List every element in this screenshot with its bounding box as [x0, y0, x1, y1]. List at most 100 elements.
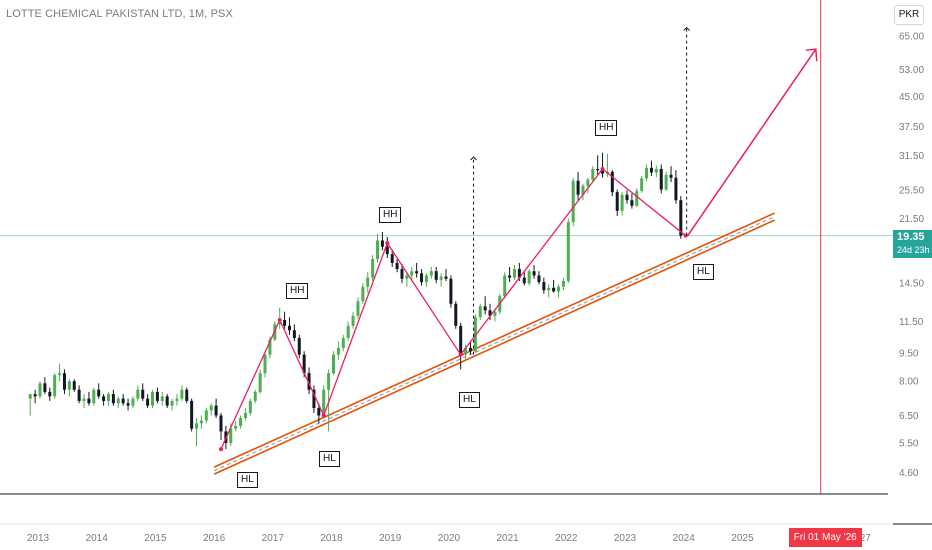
candle-body [429, 271, 433, 276]
candle-body [126, 403, 130, 406]
candle-body [38, 383, 42, 397]
price-axis[interactable]: 4.605.506.508.009.5011.5014.5017.5021.50… [899, 32, 924, 479]
candle-body [620, 194, 624, 211]
candle-body [508, 275, 512, 278]
candle-body [674, 177, 678, 201]
candle-body [444, 276, 448, 279]
zigzag-pivot [385, 241, 390, 246]
candle-body [72, 381, 76, 390]
candle-body [92, 389, 96, 404]
price-tick-label: 6.50 [899, 411, 919, 422]
candle-body [439, 276, 443, 280]
candle-body [307, 373, 311, 390]
measure-arrow-head [470, 156, 477, 161]
candle-body [586, 179, 590, 186]
price-tick-label: 8.00 [899, 377, 919, 388]
pattern-label-hh: HH [379, 207, 402, 223]
candle-body [493, 311, 497, 316]
candle-body [43, 383, 47, 392]
projection-arrow-head [805, 48, 818, 62]
symbol-title: LOTTE CHEMICAL PAKISTAN LTD, 1M, PSX [6, 8, 233, 20]
candle-body [380, 240, 384, 247]
pattern-label-hl: HL [237, 472, 258, 488]
candle-body [405, 275, 409, 279]
candle-body [292, 330, 296, 339]
candle-body [464, 347, 468, 355]
candle-body [102, 396, 106, 401]
price-tick-label: 9.50 [899, 348, 919, 359]
chart-grid [0, 235, 932, 525]
candle-body [297, 338, 301, 355]
candle-body [77, 389, 81, 401]
candle-body [537, 275, 541, 283]
candle-body [390, 254, 394, 263]
candle-body [229, 428, 233, 443]
channel-upper-line [213, 212, 776, 468]
last-price-tag: 19.35 24d 23h [893, 230, 932, 258]
candle-body [283, 320, 287, 326]
time-tick-label: 2017 [262, 533, 285, 544]
candle-countdown: 24d 23h [897, 245, 930, 255]
candle-body [243, 412, 247, 419]
candle-body [659, 169, 663, 190]
candle-body [195, 423, 199, 429]
candle-body [420, 273, 424, 283]
candle-body [209, 405, 213, 411]
time-axis[interactable]: 2013 2014 2015 2016 2017 2018 2019 2020 2021 2022… [27, 533, 871, 544]
candle-body [214, 405, 218, 416]
candle-body [136, 389, 140, 399]
candlestick-series [28, 152, 683, 450]
candle-body [669, 174, 673, 178]
pattern-label-hl: HL [459, 392, 480, 408]
candle-body [449, 278, 453, 304]
candle-body [263, 354, 267, 374]
pattern-label-hh: HH [286, 283, 309, 299]
candle-body [234, 425, 238, 429]
candle-body [664, 174, 668, 190]
candle-body [385, 246, 389, 255]
candle-body [33, 394, 37, 397]
candle-body [400, 269, 404, 279]
candle-body [532, 271, 536, 276]
time-tick-label: 2021 [496, 533, 519, 544]
candle-body [151, 391, 155, 406]
candle-body [601, 170, 605, 174]
candle-body [302, 354, 306, 374]
candle-body [175, 398, 179, 401]
candle-body [488, 310, 492, 316]
candle-body [630, 200, 634, 206]
candle-body [512, 269, 516, 278]
candle-body [635, 190, 639, 206]
candle-body [165, 396, 169, 406]
price-tick-label: 31.50 [899, 151, 924, 162]
candle-body [155, 391, 159, 401]
time-tick-label: 2013 [27, 533, 50, 544]
channel-mid-line [213, 216, 775, 472]
price-tick-label: 11.50 [899, 317, 924, 328]
time-tick-label: 2018 [320, 533, 343, 544]
candle-body [596, 169, 600, 171]
projection-arrow-line [687, 48, 817, 237]
candle-body [517, 269, 521, 278]
candle-body [53, 375, 57, 397]
price-tick-label: 25.50 [899, 186, 924, 197]
candle-body [366, 277, 370, 287]
candle-body [557, 286, 561, 292]
time-tick-label: 2019 [379, 533, 402, 544]
candle-body [180, 389, 184, 399]
candle-body [640, 178, 644, 191]
candle-body [410, 271, 414, 276]
crosshair-date-tag: Fri 01 May '26 [788, 528, 862, 547]
candle-body [649, 167, 653, 173]
pattern-label-hl: HL [319, 451, 340, 467]
candle-body [312, 389, 316, 409]
candle-body [185, 389, 189, 401]
candle-body [278, 320, 282, 325]
price-tick-label: 14.50 [899, 279, 924, 290]
candle-body [591, 169, 595, 180]
candle-body [415, 271, 419, 274]
candle-body [121, 398, 125, 404]
currency-button[interactable]: PKR [894, 5, 924, 25]
zigzag-pivot [277, 318, 282, 323]
